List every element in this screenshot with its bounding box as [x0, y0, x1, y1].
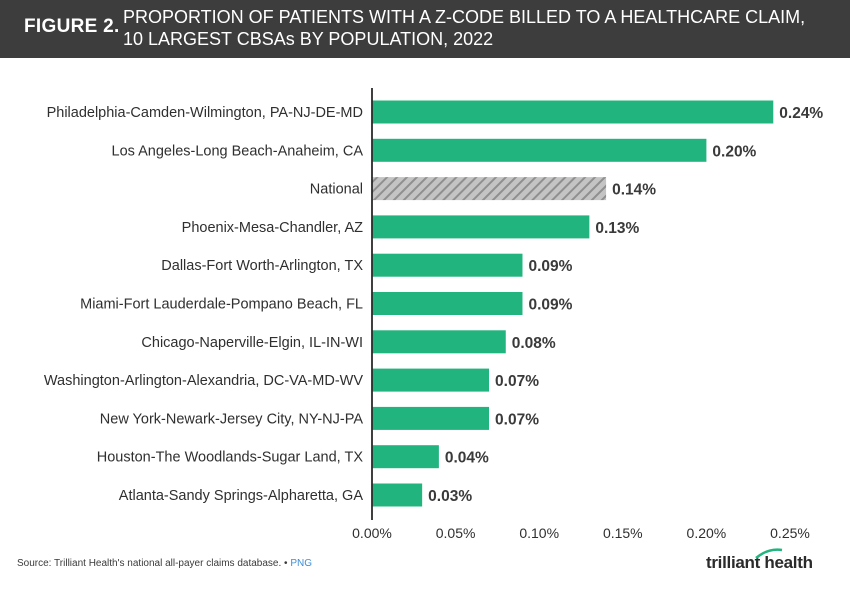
category-labels-group: Philadelphia-Camden-Wilmington, PA-NJ-DE… — [44, 105, 363, 504]
logo-text: trilliant health — [706, 553, 813, 572]
category-label: Dallas-Fort Worth-Arlington, TX — [161, 258, 363, 274]
value-label: 0.07% — [495, 373, 539, 390]
bar-national — [372, 177, 607, 201]
bar — [372, 483, 423, 507]
category-label: Atlanta-Sandy Springs-Alpharetta, GA — [119, 488, 364, 504]
bar — [372, 368, 490, 392]
bar — [372, 445, 439, 469]
bar — [372, 253, 523, 277]
x-tick-label: 0.05% — [436, 525, 476, 541]
value-label: 0.07% — [495, 411, 539, 428]
category-label: New York-Newark-Jersey City, NY-NJ-PA — [100, 411, 364, 427]
x-tick-label: 0.25% — [770, 525, 810, 541]
bar — [372, 292, 523, 315]
category-label: Washington-Arlington-Alexandria, DC-VA-M… — [44, 373, 363, 389]
category-label: Houston-The Woodlands-Sugar Land, TX — [97, 450, 364, 466]
bar — [372, 138, 707, 162]
bar — [372, 100, 774, 124]
bars-group — [372, 100, 774, 507]
value-labels-group: 0.24% 0.20% 0.14% 0.13% 0.09% 0.09% 0.08% 0.07%… — [428, 105, 823, 505]
bar — [372, 330, 506, 354]
figure-header: FIGURE 2. PROPORTION OF PATIENTS WITH A … — [0, 0, 850, 58]
category-label: National — [310, 182, 363, 198]
source-text: Source: Trilliant Health's national all-… — [17, 558, 288, 569]
value-label: 0.24% — [779, 105, 823, 122]
x-axis: 0.00% 0.05% 0.10% 0.15% 0.20% 0.25% — [352, 88, 810, 541]
bar-chart: Philadelphia-Camden-Wilmington, PA-NJ-DE… — [44, 88, 823, 541]
trilliant-health-logo: trilliant health — [706, 548, 813, 573]
value-label: 0.04% — [445, 450, 489, 467]
x-tick-label: 0.10% — [519, 525, 559, 541]
value-label: 0.20% — [712, 143, 756, 160]
category-label: Phoenix-Mesa-Chandler, AZ — [182, 220, 363, 236]
value-label: 0.09% — [528, 258, 572, 275]
x-tick-label: 0.00% — [352, 525, 392, 541]
x-tick-label: 0.20% — [687, 525, 727, 541]
bar — [372, 215, 590, 239]
value-label: 0.13% — [595, 220, 639, 237]
x-tick-label: 0.15% — [603, 525, 643, 541]
logo-swoosh-icon — [755, 548, 783, 559]
chart-title: PROPORTION OF PATIENTS WITH A Z-CODE BIL… — [123, 6, 805, 50]
category-label: Chicago-Naperville-Elgin, IL-IN-WI — [141, 335, 363, 351]
value-label: 0.03% — [428, 488, 472, 505]
value-label: 0.08% — [512, 335, 556, 352]
png-link[interactable]: PNG — [290, 558, 312, 569]
bar — [372, 406, 490, 430]
category-label: Miami-Fort Lauderdale-Pompano Beach, FL — [80, 297, 363, 313]
category-label: Los Angeles-Long Beach-Anaheim, CA — [112, 143, 364, 159]
source-note: Source: Trilliant Health's national all-… — [17, 558, 312, 569]
chart-title-line-2: 10 LARGEST CBSAs BY POPULATION, 2022 — [123, 29, 494, 49]
figure-label: FIGURE 2. — [24, 16, 120, 37]
value-label: 0.14% — [612, 182, 656, 199]
category-label: Philadelphia-Camden-Wilmington, PA-NJ-DE… — [47, 105, 363, 121]
value-label: 0.09% — [528, 297, 572, 314]
chart-title-line-1: PROPORTION OF PATIENTS WITH A Z-CODE BIL… — [123, 7, 806, 27]
